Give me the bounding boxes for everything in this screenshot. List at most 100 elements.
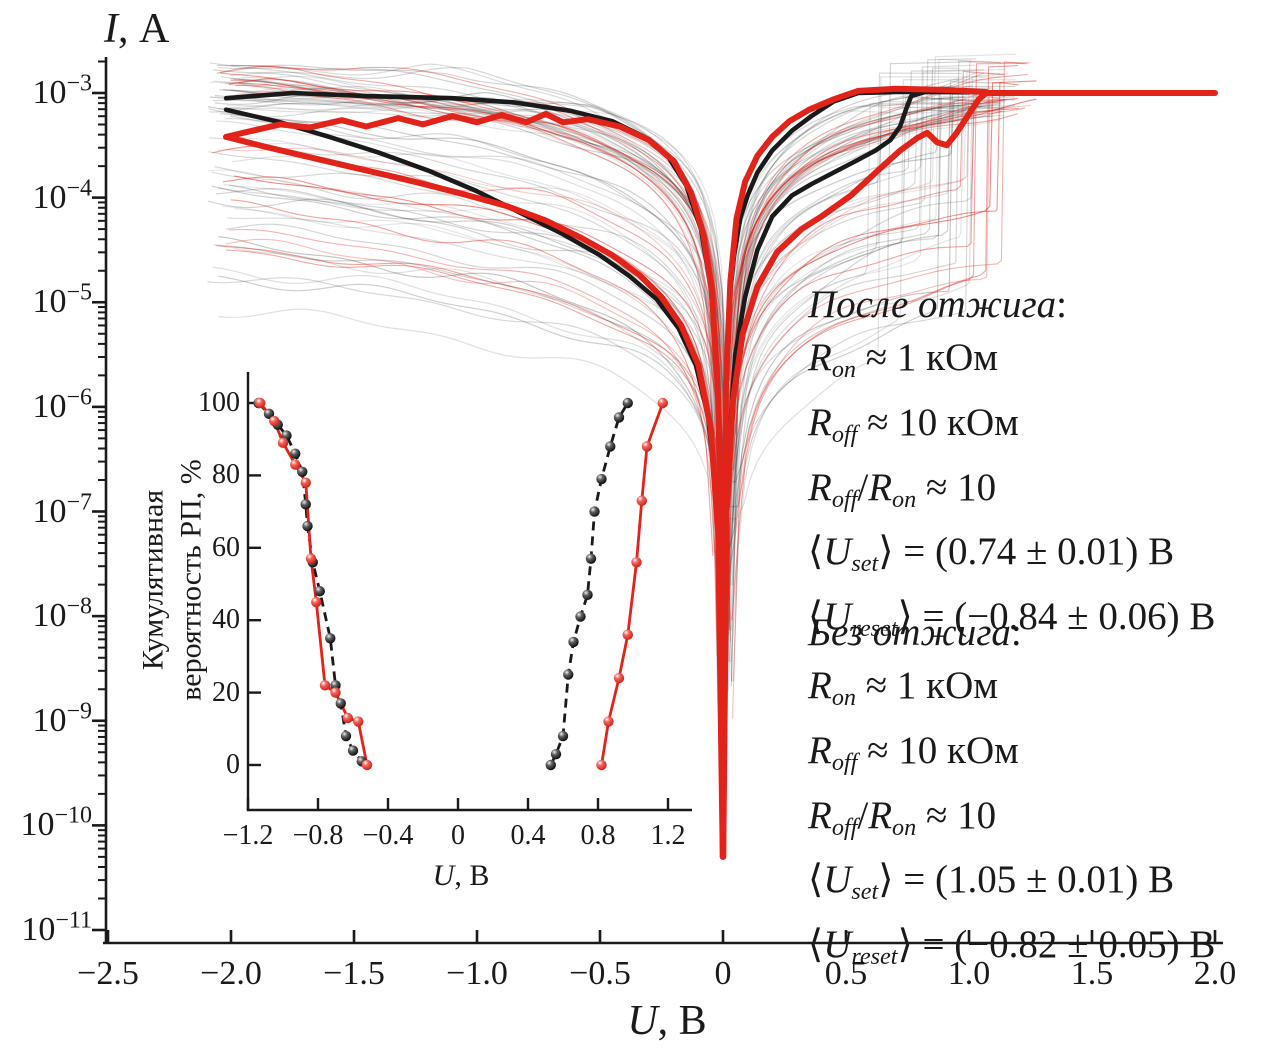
thin-cycle-gray bbox=[218, 236, 722, 555]
y-tick-label: 10−5 bbox=[32, 279, 92, 321]
thin-cycle-gray bbox=[736, 115, 992, 344]
reset-after-annealing-marker bbox=[340, 730, 352, 742]
y-axis-title: I, А bbox=[104, 8, 169, 50]
thin-cycle-gray bbox=[720, 94, 977, 571]
text-segment: R bbox=[808, 465, 832, 509]
thin-cycle-red bbox=[731, 96, 1002, 719]
thin-cycle-gray bbox=[728, 68, 1006, 589]
text-segment: , В bbox=[454, 859, 490, 892]
text-segment: ⟨ bbox=[808, 530, 824, 574]
thin-cycle-gray bbox=[728, 107, 1005, 459]
annotation-line: ⟨Ureset⟩ = (−0.82 ± 0.05) В bbox=[808, 918, 1215, 983]
set-without-annealing-marker bbox=[631, 557, 642, 568]
thin-cycle-gray bbox=[728, 61, 972, 483]
thin-cycle-red bbox=[721, 107, 1026, 607]
x-tick-label: −0.5 bbox=[569, 955, 631, 992]
set-after-annealing-marker bbox=[545, 759, 556, 771]
mean-without-annealing-curve bbox=[223, 110, 726, 860]
text-segment: reset bbox=[851, 614, 898, 642]
inset-x-tick-label: −0.8 bbox=[292, 820, 344, 851]
mean-without-annealing-curve bbox=[223, 133, 726, 860]
text-segment: ≈ 10 bbox=[916, 793, 997, 837]
y-tick-label: 10−10 bbox=[20, 803, 92, 844]
thin-cycle-red bbox=[738, 99, 1001, 324]
thin-cycle-gray bbox=[731, 104, 1001, 350]
y-tick-label: 10−6 bbox=[32, 384, 92, 425]
thin-cycle-red bbox=[216, 245, 727, 599]
set-after-annealing-marker bbox=[605, 441, 616, 452]
thin-cycle-red bbox=[230, 64, 728, 578]
thin-cycle-gray bbox=[726, 102, 974, 578]
thin-cycle-gray bbox=[732, 96, 1015, 681]
thin-cycle-gray bbox=[223, 89, 727, 555]
thin-cycle-gray bbox=[217, 64, 728, 482]
thin-cycle-gray bbox=[728, 114, 1005, 379]
annotation-block-without-annealing: Без отжига: Ron ≈ 1 кОм Roff ≈ 10 кОм Roff/… bbox=[808, 606, 1215, 983]
inset-y-tick-label: 0 bbox=[226, 749, 240, 780]
thin-cycle-gray bbox=[234, 208, 724, 550]
thin-cycle-red bbox=[226, 249, 723, 578]
reset-after-annealing-marker bbox=[263, 408, 275, 420]
thin-cycle-red bbox=[230, 79, 721, 607]
set-without-annealing-marker bbox=[622, 629, 633, 640]
annotation-line: После отжига: bbox=[808, 278, 1215, 331]
text-segment: ≈ 1 кОм bbox=[856, 336, 998, 379]
thin-cycle-gray bbox=[216, 120, 720, 537]
thin-cycle-red bbox=[229, 83, 726, 540]
set-after-annealing-marker bbox=[557, 730, 569, 742]
thin-cycle-gray bbox=[724, 119, 1001, 441]
text-segment: on bbox=[892, 813, 917, 841]
thin-cycle-gray bbox=[730, 110, 976, 632]
thin-cycle-gray bbox=[221, 76, 732, 586]
reset-after-annealing-marker bbox=[302, 520, 313, 532]
reset-without-annealing-line bbox=[259, 402, 369, 766]
y-tick-label: 10−7 bbox=[32, 489, 92, 530]
text-segment: ⟩ = (1.05 ± 0.01) В bbox=[878, 858, 1175, 902]
y-tick-label: 10−11 bbox=[21, 907, 92, 948]
thin-cycle-gray bbox=[234, 247, 718, 481]
thin-cycle-gray bbox=[226, 135, 717, 385]
thin-cycle-gray bbox=[230, 115, 727, 635]
set-after-annealing-marker bbox=[575, 611, 586, 622]
thin-cycle-gray bbox=[723, 118, 966, 400]
set-after-annealing-marker bbox=[550, 748, 562, 760]
x-tick-label: 1.0 bbox=[947, 955, 991, 992]
set-after-annealing-marker bbox=[568, 636, 579, 648]
reset-after-annealing-marker bbox=[330, 680, 341, 691]
text-segment: on bbox=[831, 683, 856, 711]
text-segment: U bbox=[823, 858, 852, 902]
mean-after-annealing-curve bbox=[720, 89, 972, 682]
text-segment: R bbox=[868, 793, 893, 837]
text-segment: set bbox=[851, 550, 879, 578]
inset-x-axis-title: U, В bbox=[433, 861, 490, 891]
thin-cycle-red bbox=[225, 238, 729, 625]
thin-cycle-red bbox=[727, 104, 1031, 540]
mean-without-annealing-curve bbox=[720, 90, 1218, 860]
inset-x-tick-label: 1.2 bbox=[650, 820, 686, 851]
thin-cycle-red bbox=[727, 70, 1005, 509]
thin-cycle-red bbox=[229, 228, 719, 607]
inset-x-tick-label: 0.8 bbox=[580, 820, 616, 851]
thin-cycle-gray bbox=[729, 100, 1006, 496]
thin-cycle-gray bbox=[226, 97, 731, 601]
thin-cycle-gray bbox=[212, 266, 730, 662]
reset-after-annealing-marker bbox=[347, 745, 359, 756]
thin-cycle-gray bbox=[229, 72, 727, 596]
thin-cycle-gray bbox=[731, 102, 1002, 408]
text-segment: U bbox=[432, 859, 455, 892]
mean-without-annealing-curve bbox=[720, 85, 990, 860]
text-segment: / bbox=[857, 465, 869, 509]
inset-x-tick-label: −1.2 bbox=[222, 820, 274, 851]
thin-cycle-gray bbox=[731, 100, 981, 683]
thin-cycle-red bbox=[220, 72, 731, 621]
thin-cycle-gray bbox=[720, 99, 977, 497]
text-segment: off bbox=[831, 813, 858, 841]
reset-without-annealing-marker bbox=[361, 759, 373, 771]
thin-cycle-gray bbox=[730, 69, 984, 687]
thin-cycle-red bbox=[725, 98, 1037, 458]
text-segment: on bbox=[892, 485, 917, 513]
thin-cycle-gray bbox=[728, 85, 1016, 635]
text-segment: R bbox=[868, 465, 893, 509]
